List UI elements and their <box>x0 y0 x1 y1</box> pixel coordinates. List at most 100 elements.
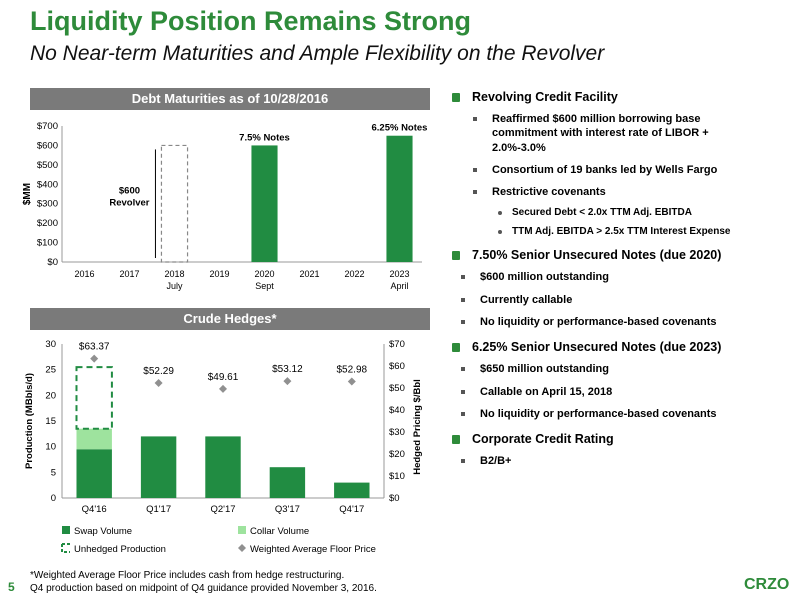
notes-2023-heading: 6.25% Senior Unsecured Notes (due 2023) <box>448 340 793 354</box>
floor-price-marker <box>347 377 356 386</box>
legend-swap-swatch <box>62 526 70 534</box>
floor-price-marker <box>90 354 99 363</box>
unhedged-bar <box>75 366 113 430</box>
x-tick-label: 2017 <box>119 269 139 279</box>
page-number: 5 <box>8 580 15 594</box>
y2-axis-label: Hedged Pricing $/Bbl <box>412 379 423 475</box>
collar-bar <box>76 428 112 450</box>
y2-tick-label: $60 <box>389 361 405 372</box>
bar <box>251 145 278 262</box>
swap-bar <box>334 482 370 498</box>
debt-chart-title: Debt Maturities as of 10/28/2016 <box>30 88 430 110</box>
x-tick-label: 2020 <box>254 269 274 279</box>
bullet-list: Revolving Credit Facility Reaffirmed $60… <box>448 86 793 469</box>
covenant-item: TTM Adj. EBITDA > 2.5x TTM Interest Expe… <box>448 226 793 237</box>
y2-tick-label: $20 <box>389 449 405 460</box>
revolver-label: Revolver <box>109 198 149 209</box>
revolver-bar <box>160 144 189 263</box>
x-tick-label: 2018 <box>164 269 184 279</box>
y-tick-label: $0 <box>47 257 58 268</box>
x-tick-label: Q4'16 <box>82 504 107 515</box>
x-tick-label: Q2'17 <box>210 504 235 515</box>
x-tick-label: Q1'17 <box>146 504 171 515</box>
floor-price-marker <box>154 378 163 387</box>
y2-tick-label: $70 <box>389 339 405 350</box>
floor-price-label: $53.12 <box>272 364 303 375</box>
notes-2020-heading: 7.50% Senior Unsecured Notes (due 2020) <box>448 248 793 262</box>
x-tick-label: 2022 <box>344 269 364 279</box>
legend-unhedged-label: Unhedged Production <box>74 544 166 555</box>
y-tick-label: $600 <box>37 140 58 151</box>
x-tick-sublabel: April <box>390 281 408 291</box>
floor-price-label: $52.98 <box>337 364 368 375</box>
floor-price-marker <box>219 384 227 393</box>
y-tick-label: 30 <box>45 339 56 350</box>
footnote: *Weighted Average Floor Price includes c… <box>30 570 345 581</box>
y-tick-label: $300 <box>37 199 58 210</box>
y-tick-label: $100 <box>37 238 58 249</box>
y-tick-label: 15 <box>45 416 56 427</box>
legend-swap-label: Swap Volume <box>74 526 132 537</box>
y-tick-label: $400 <box>37 179 58 190</box>
legend-floor-swatch <box>238 544 246 552</box>
floor-price-marker <box>283 377 292 386</box>
footnote: Q4 production based on midpoint of Q4 gu… <box>30 583 377 594</box>
company-logo: CRZO <box>744 576 790 593</box>
y-tick-label: $200 <box>37 218 58 229</box>
legend-collar-label: Collar Volume <box>250 526 309 537</box>
y-axis-label: Production (MBbls/d) <box>24 373 35 469</box>
notes-2020-item: $600 million outstanding <box>448 270 793 284</box>
crude-hedges-chart: 0 5 10 15 20 25 30 $0 $10 $20 $30 $40 $50 $60 $70 Produ… <box>24 339 423 555</box>
legend-unhedged-swatch <box>61 543 70 553</box>
bar-label: 6.25% Notes <box>372 123 428 134</box>
rating-item: B2/B+ <box>448 454 793 468</box>
y-tick-label: 0 <box>51 493 56 504</box>
notes-2023-item: Callable on April 15, 2018 <box>448 385 793 399</box>
y-tick-label: 25 <box>45 365 56 376</box>
y2-tick-label: $10 <box>389 471 405 482</box>
hedge-chart-title: Crude Hedges* <box>30 308 430 330</box>
y-tick-label: 10 <box>45 442 56 453</box>
page-subtitle: No Near-term Maturities and Ample Flexib… <box>30 42 605 65</box>
x-tick-label: 2016 <box>74 269 94 279</box>
notes-2020-item: No liquidity or performance-based covena… <box>448 315 793 329</box>
revolver-label: $600 <box>119 186 140 197</box>
swap-bar <box>269 467 306 498</box>
revolver-item: Consortium of 19 banks led by Wells Farg… <box>448 163 793 177</box>
y2-tick-label: $0 <box>389 493 400 504</box>
debt-maturities-chart: $0 $100 $200 $300 $400 $500 $600 $700 $MM 2016 201… <box>22 121 428 291</box>
y-tick-label: 20 <box>45 390 56 401</box>
x-tick-label: 2021 <box>299 269 319 279</box>
x-tick-label: 2019 <box>209 269 229 279</box>
floor-price-label: $63.37 <box>79 342 110 353</box>
x-tick-label: 2023 <box>389 269 409 279</box>
x-tick-sublabel: July <box>166 281 183 291</box>
notes-2023-item: No liquidity or performance-based covena… <box>448 407 793 421</box>
y-tick-label: $500 <box>37 160 58 171</box>
y-axis-label: $MM <box>22 183 33 205</box>
swap-bar <box>140 436 177 498</box>
y2-tick-label: $40 <box>389 405 405 416</box>
x-tick-label: Q3'17 <box>275 504 300 515</box>
floor-price-label: $52.29 <box>143 366 174 377</box>
rating-heading: Corporate Credit Rating <box>448 432 793 446</box>
bar-label: 7.5% Notes <box>239 132 290 143</box>
notes-2023-item: $650 million outstanding <box>448 362 793 376</box>
legend-floor-label: Weighted Average Floor Price <box>250 544 376 555</box>
page-title: Liquidity Position Remains Strong <box>30 6 472 36</box>
y-tick-label: $700 <box>37 121 58 132</box>
swap-bar <box>205 436 241 498</box>
x-tick-label: Q4'17 <box>339 504 364 515</box>
legend-collar-swatch <box>238 526 246 534</box>
notes-2020-item: Currently callable <box>448 293 793 307</box>
revolver-heading: Revolving Credit Facility <box>448 90 793 104</box>
revolver-item: Restrictive covenants <box>448 185 793 199</box>
covenant-item: Secured Debt < 2.0x TTM Adj. EBITDA <box>448 207 793 218</box>
floor-price-label: $49.61 <box>208 372 239 383</box>
y2-tick-label: $30 <box>389 427 405 438</box>
revolver-item: Reaffirmed $600 million borrowing base c… <box>448 112 793 155</box>
y2-tick-label: $50 <box>389 383 405 394</box>
x-tick-sublabel: Sept <box>255 281 274 291</box>
y-tick-label: 5 <box>51 467 56 478</box>
swap-bar <box>76 449 112 498</box>
